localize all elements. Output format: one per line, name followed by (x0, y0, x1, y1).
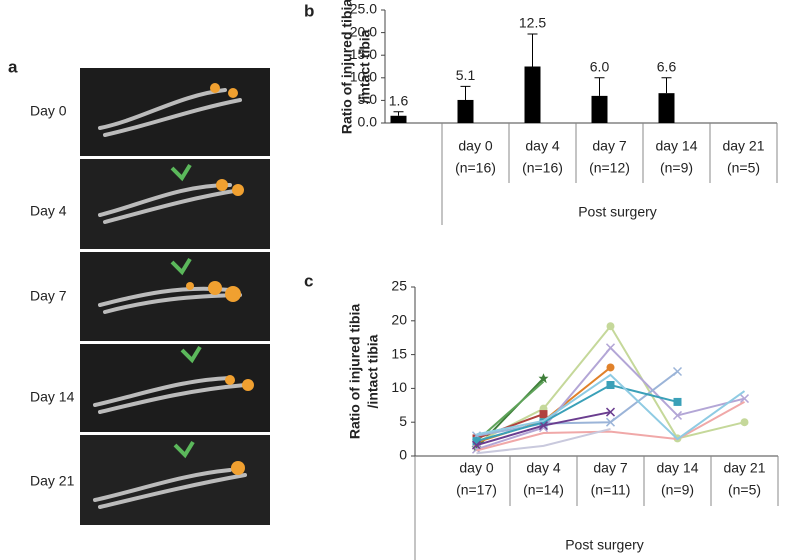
x-tick-label: day 21 (722, 138, 764, 154)
marker (672, 366, 683, 377)
x-axis-label: Post surgery (565, 537, 644, 553)
value-label: 6.6 (657, 59, 677, 75)
marker (739, 394, 750, 404)
y-tick-label: 15 (391, 345, 407, 361)
series-line (476, 401, 745, 452)
x-axis-label: Post surgery (578, 204, 657, 220)
marker (605, 343, 616, 353)
marker (539, 410, 548, 419)
y-tick-label: 20.0 (350, 23, 377, 39)
panel-a: a (8, 57, 270, 525)
day-label: Day 4 (30, 203, 67, 219)
x-tick-note: (n=16) (455, 160, 496, 176)
day-label: Day 0 (30, 103, 67, 119)
ct-images (80, 68, 270, 525)
marker (740, 418, 749, 427)
y-tick-label: 15.0 (350, 46, 377, 62)
x-tick-label: day 14 (656, 460, 698, 476)
marker (539, 418, 548, 427)
x-tick-note: (n=9) (661, 482, 694, 498)
x-tick-note: (n=5) (728, 482, 761, 498)
marker (606, 381, 615, 390)
marker (606, 322, 615, 331)
y-tick-label: 5.0 (358, 91, 378, 107)
day-label: Day 14 (30, 389, 75, 405)
marker (538, 373, 549, 384)
x-tick-note: (n=12) (589, 160, 630, 176)
x-tick-label: day 7 (592, 138, 626, 154)
y-axis-label: /intact tibia (365, 334, 381, 408)
y-tick-label: 0 (399, 447, 407, 463)
marker (606, 363, 615, 372)
y-axis-label: Ratio of injured tibia (347, 304, 363, 440)
ct-image (80, 68, 270, 156)
bar (658, 93, 675, 123)
x-tick-note: (n=5) (727, 160, 760, 176)
y-tick-label: 0.0 (358, 114, 378, 130)
marker (471, 440, 482, 450)
panel-label: b (304, 1, 314, 20)
marker (673, 397, 682, 406)
marker (472, 437, 481, 446)
bar (390, 115, 407, 123)
error-bar (393, 111, 404, 116)
marker (538, 421, 549, 431)
x-tick-note: (n=17) (456, 482, 497, 498)
series-line (476, 383, 678, 443)
bar (591, 95, 608, 123)
panel-label: a (8, 57, 18, 76)
x-tick-label: day 0 (458, 138, 492, 154)
x-tick-label: day 7 (593, 460, 627, 476)
marker (672, 410, 683, 420)
x-tick-label: day 4 (526, 460, 560, 476)
error-bar (460, 85, 471, 100)
ct-image (80, 344, 270, 432)
x-tick-note: (n=16) (522, 160, 563, 176)
marker (605, 407, 616, 417)
error-bar (661, 77, 672, 94)
y-axis-label: Ratio of injured tibia (339, 0, 355, 134)
hot-spots (186, 83, 254, 475)
panel-label: c (304, 271, 313, 290)
error-bar (527, 33, 538, 67)
marker (471, 444, 482, 454)
bar (457, 99, 474, 123)
series-line (476, 370, 679, 437)
day-label: Day 7 (30, 288, 67, 304)
x-tick-label: day 21 (723, 460, 765, 476)
value-label: 1.6 (389, 92, 409, 108)
x-tick-label: day 0 (459, 460, 493, 476)
x-tick-label: day 14 (655, 138, 697, 154)
x-tick-label: day 4 (525, 138, 559, 154)
x-tick-note: (n=14) (523, 482, 564, 498)
bar (524, 66, 541, 123)
x-tick-note: (n=11) (591, 482, 631, 498)
y-axis-label: /intact tibia (357, 29, 373, 103)
value-label: 12.5 (519, 15, 546, 31)
marker (605, 417, 616, 427)
value-label: 5.1 (456, 67, 476, 83)
arrows (170, 163, 202, 459)
series-line (476, 427, 611, 455)
value-label: 6.0 (590, 59, 610, 75)
y-tick-label: 10 (391, 379, 407, 395)
series-line (476, 373, 746, 441)
day-label: Day 21 (30, 473, 75, 489)
error-bar (594, 77, 605, 96)
x-tick-note: (n=9) (660, 160, 693, 176)
y-tick-label: 25.0 (350, 1, 377, 17)
y-tick-label: 10.0 (350, 69, 377, 85)
y-tick-label: 25 (391, 278, 407, 294)
y-tick-label: 20 (391, 312, 407, 328)
y-tick-label: 5 (399, 413, 407, 429)
